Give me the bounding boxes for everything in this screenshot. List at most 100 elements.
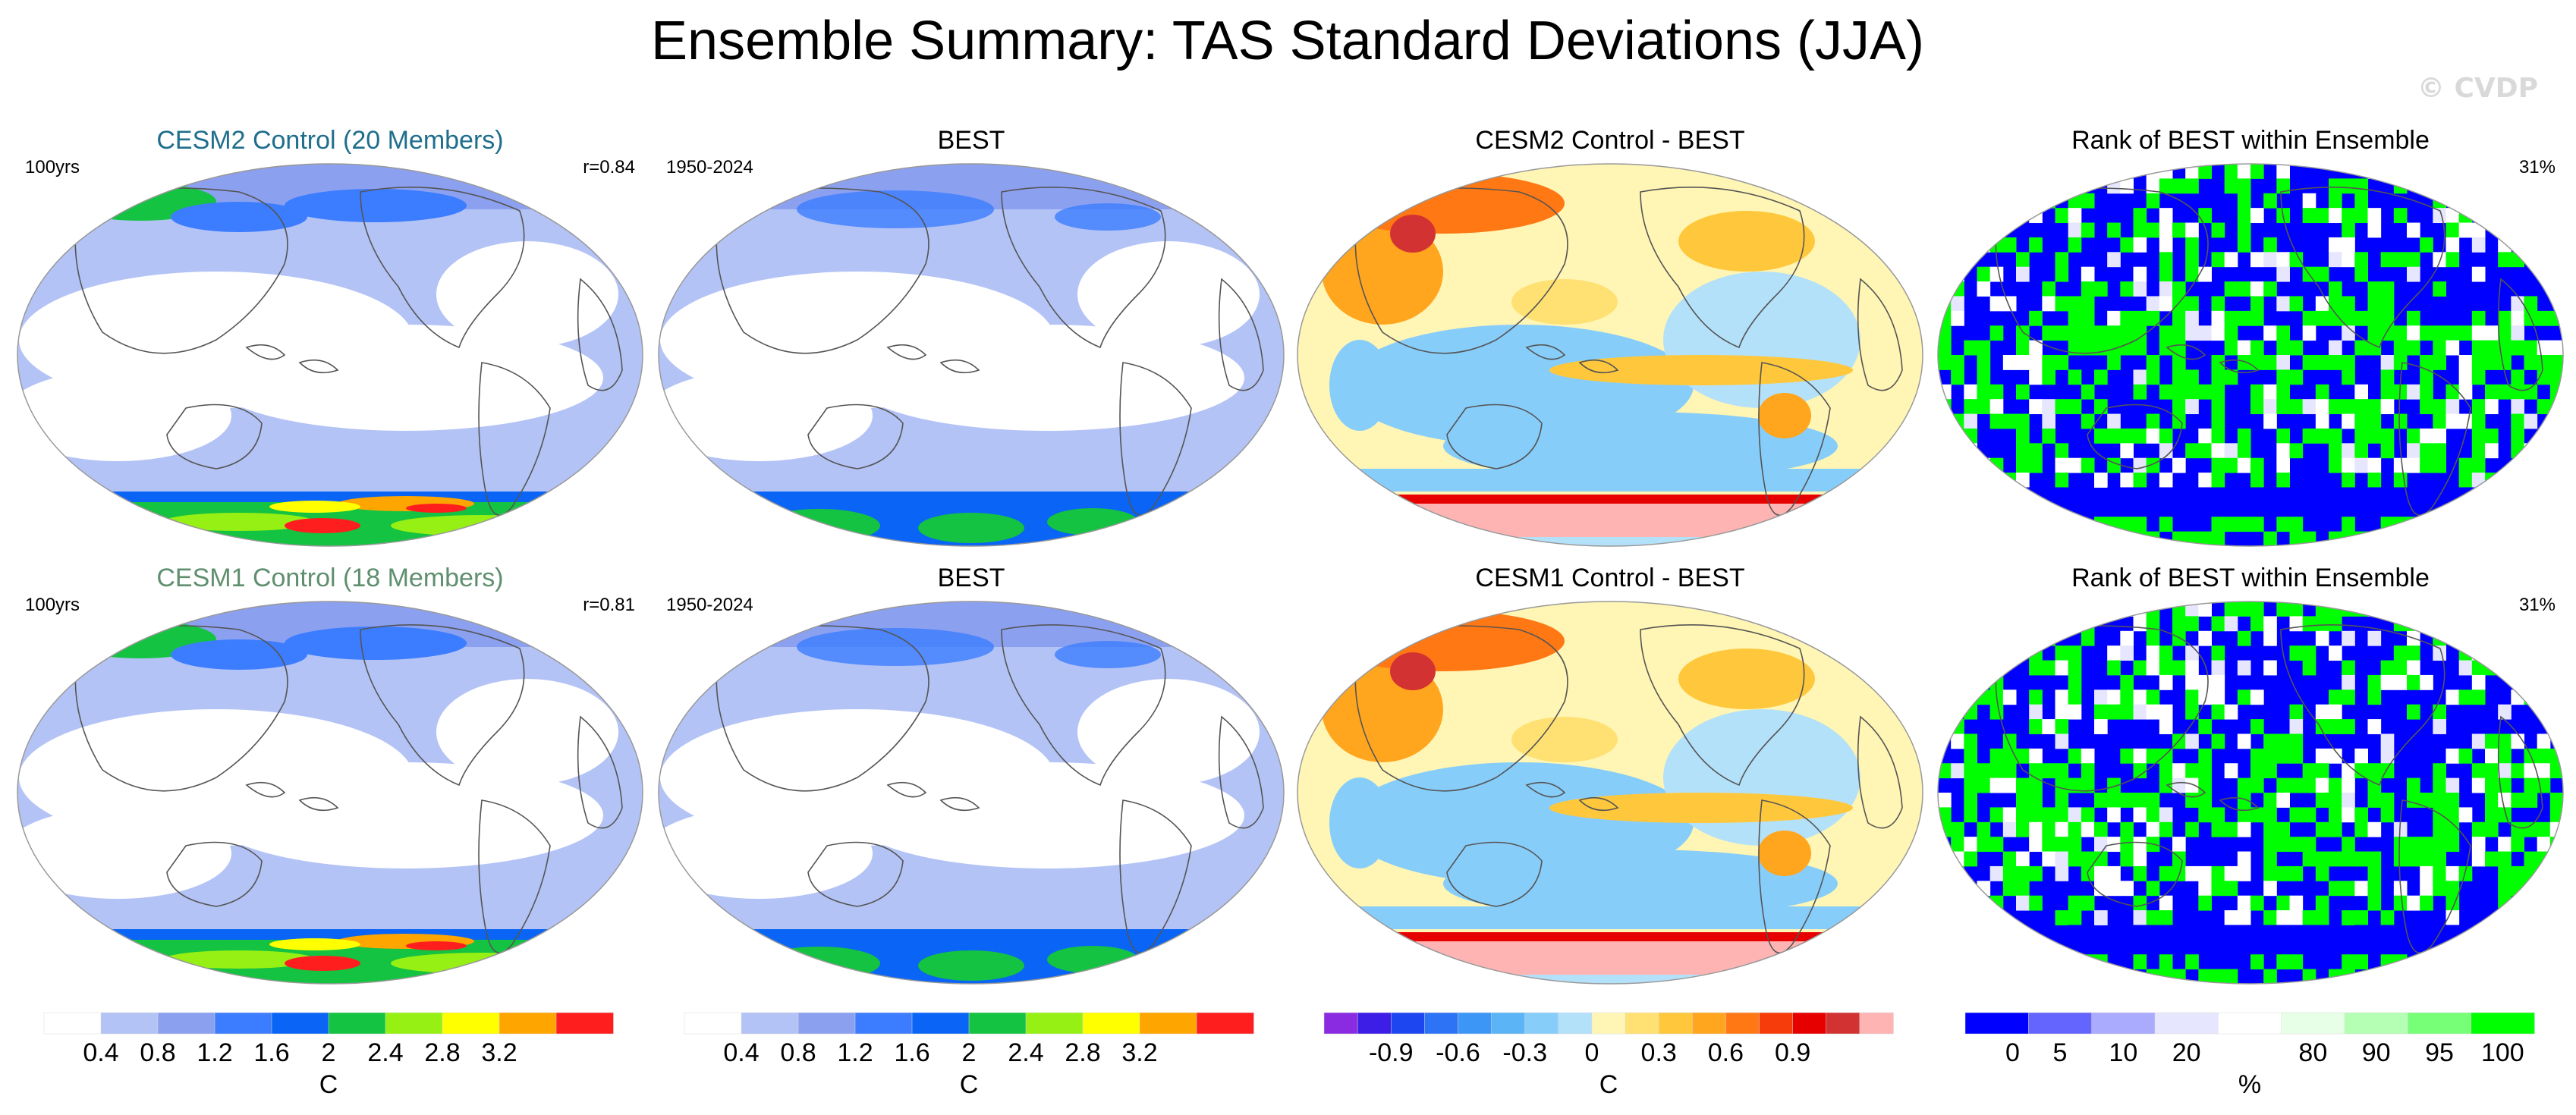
rank-cell [1951,821,1964,837]
rank-cell [2445,865,2460,881]
rank-cell [2029,616,2043,632]
rank-cell [2498,881,2512,897]
field-region [209,762,603,868]
rank-cell [2120,178,2134,194]
rank-cell [2537,473,2551,488]
rank-cell [2016,821,2030,837]
rank-cell [2367,793,2382,808]
rank-cell [2237,689,2251,705]
panel-title: Rank of BEST within Ensemble [2071,126,2430,155]
rank-cell [2172,222,2186,238]
rank-cell [2055,807,2069,823]
rank-cell [2198,865,2212,881]
rank-cell [2211,252,2225,268]
rank-cell [2433,428,2446,444]
rank-cell [2498,925,2512,941]
rank-cell [2420,237,2433,253]
rank-cell [2302,645,2317,661]
rank-cell [2042,296,2055,312]
rank-cell [2133,851,2147,867]
rank-cell [2250,399,2264,415]
rank-cell [2342,325,2355,341]
rank-cell [2471,763,2486,779]
field-region [171,639,307,670]
rank-cell [2524,340,2538,356]
rank-cell [2393,895,2408,911]
rank-cell [2549,281,2563,297]
rank-cell [2016,325,2030,341]
rank-cell [2498,660,2512,676]
coastline [886,781,927,798]
coastline [1525,344,1566,360]
rank-cell [2458,164,2473,179]
rank-cell [2380,281,2395,297]
rank-cell [2120,851,2134,867]
rank-cell [2471,851,2486,867]
rank-cell [2471,821,2486,837]
field-region [1055,641,1161,668]
rank-cell [2537,355,2551,370]
rank-cell [2329,689,2342,705]
rank-cell [2393,325,2408,341]
rank-cell [2146,164,2160,179]
rank-cell [1977,355,1991,370]
rank-cell [2185,531,2199,546]
rank-cell [2016,178,2030,194]
rank-cell [2445,616,2460,632]
coastlines [1354,179,1903,516]
rank-cell [2081,895,2095,911]
rank-cell [2029,837,2043,853]
rank-cell [2081,821,2095,837]
rank-cell [2159,237,2173,253]
rank-cell [2107,865,2121,881]
rank-cell [2055,601,2069,617]
rank-cell [2133,895,2147,911]
rank-cell [2367,719,2382,734]
rank-cell [2354,399,2368,415]
coastline [2087,404,2183,470]
rank-cell [2276,443,2290,459]
rank-cell [2354,428,2368,444]
rank-cell [1938,266,1952,282]
rank-cell [2211,443,2225,459]
rank-cell [2029,704,2043,720]
rank-cell [2133,428,2147,444]
rank-cell [2276,939,2290,955]
rank-cell [2016,925,2030,941]
rank-cell [2146,910,2160,925]
rank-cell [2081,384,2095,400]
rank-cell [2289,616,2304,632]
rank-cell [1951,954,1964,970]
rank-cell [2420,178,2433,194]
rank-cell [2237,443,2251,459]
rank-cell [2485,616,2499,632]
rank-cell [2524,793,2538,808]
rank-cell [2485,807,2499,823]
rank-cell [1977,821,1991,837]
rank-cell [2029,777,2043,793]
coastline [2166,344,2206,360]
rank-cell [2042,954,2055,970]
rank-cell [2511,325,2524,341]
panel-left-label: 100yrs [25,595,80,615]
rank-cell [2211,296,2225,312]
colorbar-units: C [1599,1070,1618,1099]
rank-cell [2511,369,2524,385]
map-panel: CESM1 Control (18 Members) 100yrs r=0.81 [17,564,643,985]
rank-cell [2276,865,2290,881]
rank-cell [2289,252,2304,268]
rank-cell [1989,399,2004,415]
field-band [1297,504,1923,546]
rank-cell [2172,601,2186,617]
rank-cell [2342,954,2355,970]
field-region [1511,717,1618,762]
rank-cell [2511,531,2524,546]
rank-cell [2055,487,2069,503]
coastline [1119,362,1192,516]
rank-cell [2471,355,2486,370]
rank-cell [2342,910,2355,925]
map-field [659,601,1284,984]
rank-cell [2159,222,2173,238]
rank-cell [2146,310,2160,326]
rank-cell [2380,925,2395,941]
